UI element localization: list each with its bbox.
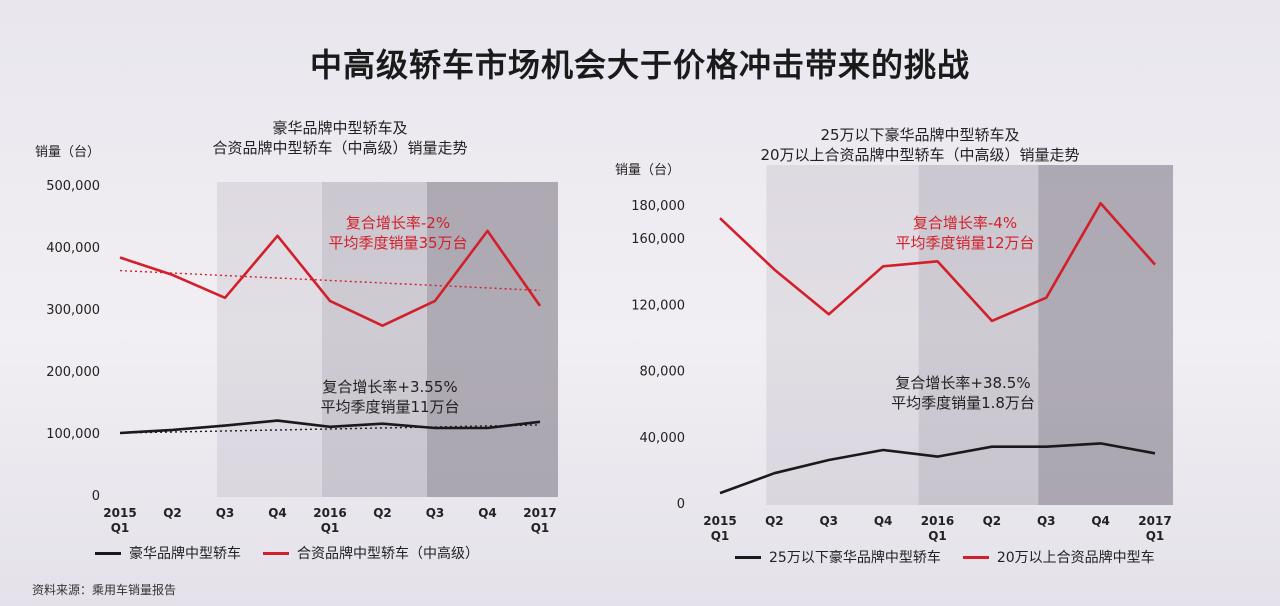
page-title: 中高级轿车市场机会大于价格冲击带来的挑战 (309, 46, 970, 84)
annotation-label: 平均季度销量12万台 (895, 234, 1034, 252)
y-tick-label: 40,000 (640, 431, 686, 446)
x-tick-label: 2017 (1138, 514, 1171, 528)
y-tick-label: 200,000 (46, 365, 100, 380)
trend-line (119, 269, 541, 292)
y-tick-label: 300,000 (46, 303, 100, 318)
legend-label: 25万以下豪华品牌中型轿车 (769, 550, 941, 566)
x-tick-label: 2016 (921, 514, 954, 528)
x-tick-label: Q1 (111, 521, 130, 535)
legend-swatch-black (735, 555, 761, 559)
series-line-black (119, 419, 541, 435)
x-tick-label: 2015 (703, 514, 736, 528)
y-tick-label: 80,000 (640, 365, 686, 380)
x-tick-label: 2015 (103, 506, 136, 520)
series-line-red (119, 229, 542, 327)
x-tick-label: Q1 (711, 529, 730, 543)
annotation-label: 平均季度销量11万台 (320, 398, 459, 416)
x-tick-label: Q4 (268, 506, 287, 520)
y-tick-label: 0 (677, 497, 685, 512)
y-tick-label: 180,000 (631, 199, 685, 214)
legend-left: 豪华品牌中型轿车 合资品牌中型轿车（中高级） (95, 543, 479, 563)
trend-line (119, 424, 541, 434)
shaded-period-light (217, 182, 322, 497)
chart-title: 合资品牌中型轿车（中高级）销量走势 (212, 139, 467, 157)
chart-right: 25万以下豪华品牌中型轿车及 20万以上合资品牌中型轿车（中高级）销量走势销量（台… (615, 126, 1173, 543)
x-tick-label: Q3 (819, 514, 838, 528)
y-axis-label: 销量（台） (35, 145, 100, 160)
y-tick-label: 0 (92, 489, 100, 504)
shaded-period-medium (322, 182, 427, 497)
x-tick-label: Q4 (478, 506, 497, 520)
x-tick-label: Q2 (373, 506, 392, 520)
annotation-label: 复合增长率-2% (346, 214, 450, 232)
shaded-period-light (766, 165, 919, 505)
legend-label: 合资品牌中型轿车（中高级） (297, 546, 479, 562)
x-tick-label: Q2 (983, 514, 1002, 528)
x-tick-label: Q4 (874, 514, 893, 528)
x-tick-label: Q1 (1146, 529, 1165, 543)
x-tick-label: Q1 (928, 529, 947, 543)
y-tick-label: 400,000 (46, 241, 100, 256)
x-tick-label: Q4 (1091, 514, 1110, 528)
y-axis-label: 销量（台） (615, 163, 680, 178)
legend-swatch-red (962, 555, 989, 559)
y-tick-label: 100,000 (46, 427, 100, 442)
legend-label: 20万以上合资品牌中型车 (996, 550, 1155, 566)
shaded-period-dark (1038, 165, 1173, 505)
shaded-period-dark (427, 182, 558, 497)
x-tick-label: 2017 (523, 506, 556, 520)
source-note: 资料来源：乘用车销量报告 (32, 583, 177, 597)
x-tick-label: Q2 (163, 506, 182, 520)
annotation-label: 复合增长率+38.5% (895, 374, 1030, 392)
x-tick-label: Q3 (426, 506, 445, 520)
legend-swatch-black (95, 551, 121, 555)
legend-swatch-red (263, 551, 289, 555)
annotation-label: 平均季度销量35万台 (328, 234, 467, 252)
y-tick-label: 500,000 (46, 179, 100, 194)
chart-title: 豪华品牌中型轿车及 (272, 119, 407, 137)
y-tick-label: 160,000 (631, 232, 685, 247)
x-tick-label: Q1 (531, 521, 550, 535)
series-line-black (719, 442, 1156, 495)
legend-label: 豪华品牌中型轿车 (129, 546, 241, 562)
x-tick-label: Q1 (321, 521, 340, 535)
chart-title: 25万以下豪华品牌中型轿车及 (820, 126, 1019, 144)
x-tick-label: 2016 (313, 506, 346, 520)
annotation-label: 平均季度销量1.8万台 (891, 394, 1035, 412)
annotation-label: 复合增长率+3.55% (322, 378, 457, 396)
legend-right: 25万以下豪华品牌中型轿车 20万以上合资品牌中型车 (735, 547, 1155, 567)
y-tick-label: 120,000 (631, 298, 685, 313)
x-tick-label: Q2 (765, 514, 784, 528)
x-tick-label: Q3 (216, 506, 235, 520)
annotation-label: 复合增长率-4% (913, 214, 1017, 232)
series-line-red (719, 202, 1156, 323)
x-tick-label: Q3 (1037, 514, 1056, 528)
chart-title: 20万以上合资品牌中型轿车（中高级）销量走势 (760, 146, 1079, 164)
